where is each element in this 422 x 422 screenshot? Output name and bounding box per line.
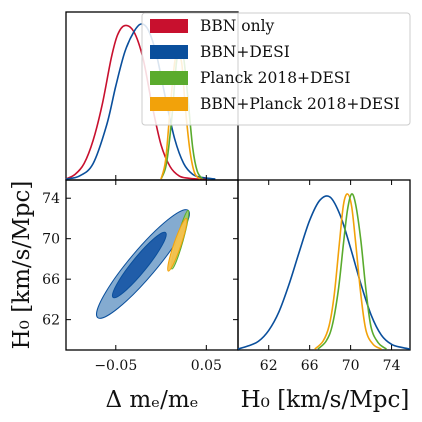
panel-h0-1d-ticks: 62 66 70 74 bbox=[260, 180, 401, 374]
contour-blue-68 bbox=[111, 231, 167, 299]
legend-label-red: BBN only bbox=[200, 17, 275, 35]
legend-label-blue: BBN+DESI bbox=[200, 43, 290, 61]
h0-1d-curve-green bbox=[317, 193, 387, 350]
h0-y-tick-label-2: 70 bbox=[42, 232, 60, 248]
h0-1d-curve-blue bbox=[237, 195, 411, 350]
h0-y-tick-label-0: 62 bbox=[42, 313, 60, 329]
h0-y-tick-label-3: 74 bbox=[42, 191, 60, 207]
legend-label-orange: BBN+Planck 2018+DESI bbox=[200, 95, 400, 113]
legend-swatch-red bbox=[150, 19, 188, 33]
dme-tick-label-0: −0.05 bbox=[94, 358, 137, 374]
x-axis-label-h0: H₀ [km/s/Mpc] bbox=[241, 387, 410, 413]
h0-y-tick-label-1: 66 bbox=[42, 272, 60, 288]
y-axis-label-h0: H₀ [km/s/Mpc] bbox=[9, 181, 35, 350]
h0-x-tick-label-1: 66 bbox=[301, 358, 319, 374]
panel-2d-shapes bbox=[96, 209, 190, 319]
panel-h0-1d-frame bbox=[237, 179, 411, 351]
h0-1d-curve-orange bbox=[314, 193, 382, 350]
panel-2d-ticks: −0.05 0.05 62 66 70 74 bbox=[42, 180, 238, 374]
contour-orange-95 bbox=[167, 217, 188, 272]
panel-h0-1d: 62 66 70 74 bbox=[237, 179, 411, 374]
legend-swatch-green bbox=[150, 71, 188, 85]
x-axis-label-dme: Δ mₑ/mₑ bbox=[105, 387, 198, 413]
h0-x-tick-label-0: 62 bbox=[260, 358, 278, 374]
legend-label-green: Planck 2018+DESI bbox=[200, 69, 351, 87]
legend-swatch-blue bbox=[150, 45, 188, 59]
dme-tick-label-1: 0.05 bbox=[191, 358, 222, 374]
legend: BBN only BBN+DESI Planck 2018+DESI BBN+Plan… bbox=[141, 12, 411, 126]
h0-x-tick-label-3: 74 bbox=[383, 358, 401, 374]
legend-swatch-orange bbox=[150, 97, 188, 111]
h0-x-tick-label-2: 70 bbox=[342, 358, 360, 374]
legend-frame bbox=[141, 12, 411, 126]
panel-h0-1d-curves bbox=[237, 193, 411, 350]
panel-2d-contours: −0.05 0.05 62 66 70 74 bbox=[42, 179, 239, 374]
